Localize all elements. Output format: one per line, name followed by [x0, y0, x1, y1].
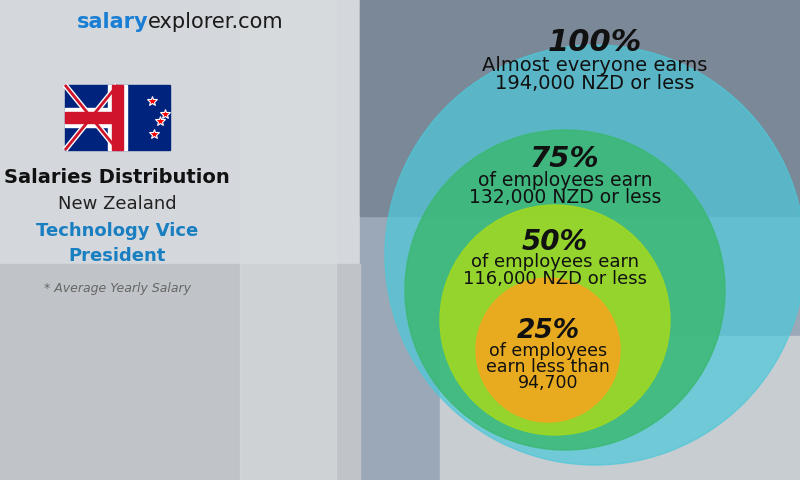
Text: Almost everyone earns: Almost everyone earns: [482, 56, 708, 75]
Text: 75%: 75%: [530, 145, 600, 173]
Text: 116,000 NZD or less: 116,000 NZD or less: [463, 270, 647, 288]
Bar: [240, 0, 336, 480]
Text: of employees: of employees: [489, 342, 607, 360]
Bar: [0, 264, 360, 480]
Text: Technology Vice
President: Technology Vice President: [36, 222, 198, 265]
Bar: [65, 112, 118, 123]
Text: 50%: 50%: [522, 228, 588, 256]
Text: 132,000 NZD or less: 132,000 NZD or less: [469, 188, 661, 207]
Bar: [360, 0, 800, 216]
Bar: [112, 85, 123, 150]
Bar: [440, 336, 800, 480]
Text: 194,000 NZD or less: 194,000 NZD or less: [495, 74, 694, 93]
Circle shape: [385, 45, 800, 465]
Circle shape: [440, 205, 670, 435]
Bar: [360, 0, 800, 480]
Text: New Zealand: New Zealand: [58, 195, 176, 213]
Circle shape: [405, 130, 725, 450]
Text: salary: salary: [76, 12, 148, 32]
Bar: [65, 108, 118, 127]
Text: explorer.com: explorer.com: [148, 12, 284, 32]
Text: earn less than: earn less than: [486, 358, 610, 376]
Text: 25%: 25%: [517, 318, 579, 344]
Bar: [65, 85, 170, 150]
Text: Salaries Distribution: Salaries Distribution: [4, 168, 230, 187]
Bar: [0, 0, 360, 480]
Bar: [108, 85, 127, 150]
Text: of employees earn: of employees earn: [471, 253, 639, 271]
Circle shape: [476, 278, 620, 422]
Text: 94,700: 94,700: [518, 374, 578, 392]
Text: * Average Yearly Salary: * Average Yearly Salary: [43, 282, 190, 295]
Text: 100%: 100%: [548, 28, 642, 57]
Text: of employees earn: of employees earn: [478, 171, 652, 190]
